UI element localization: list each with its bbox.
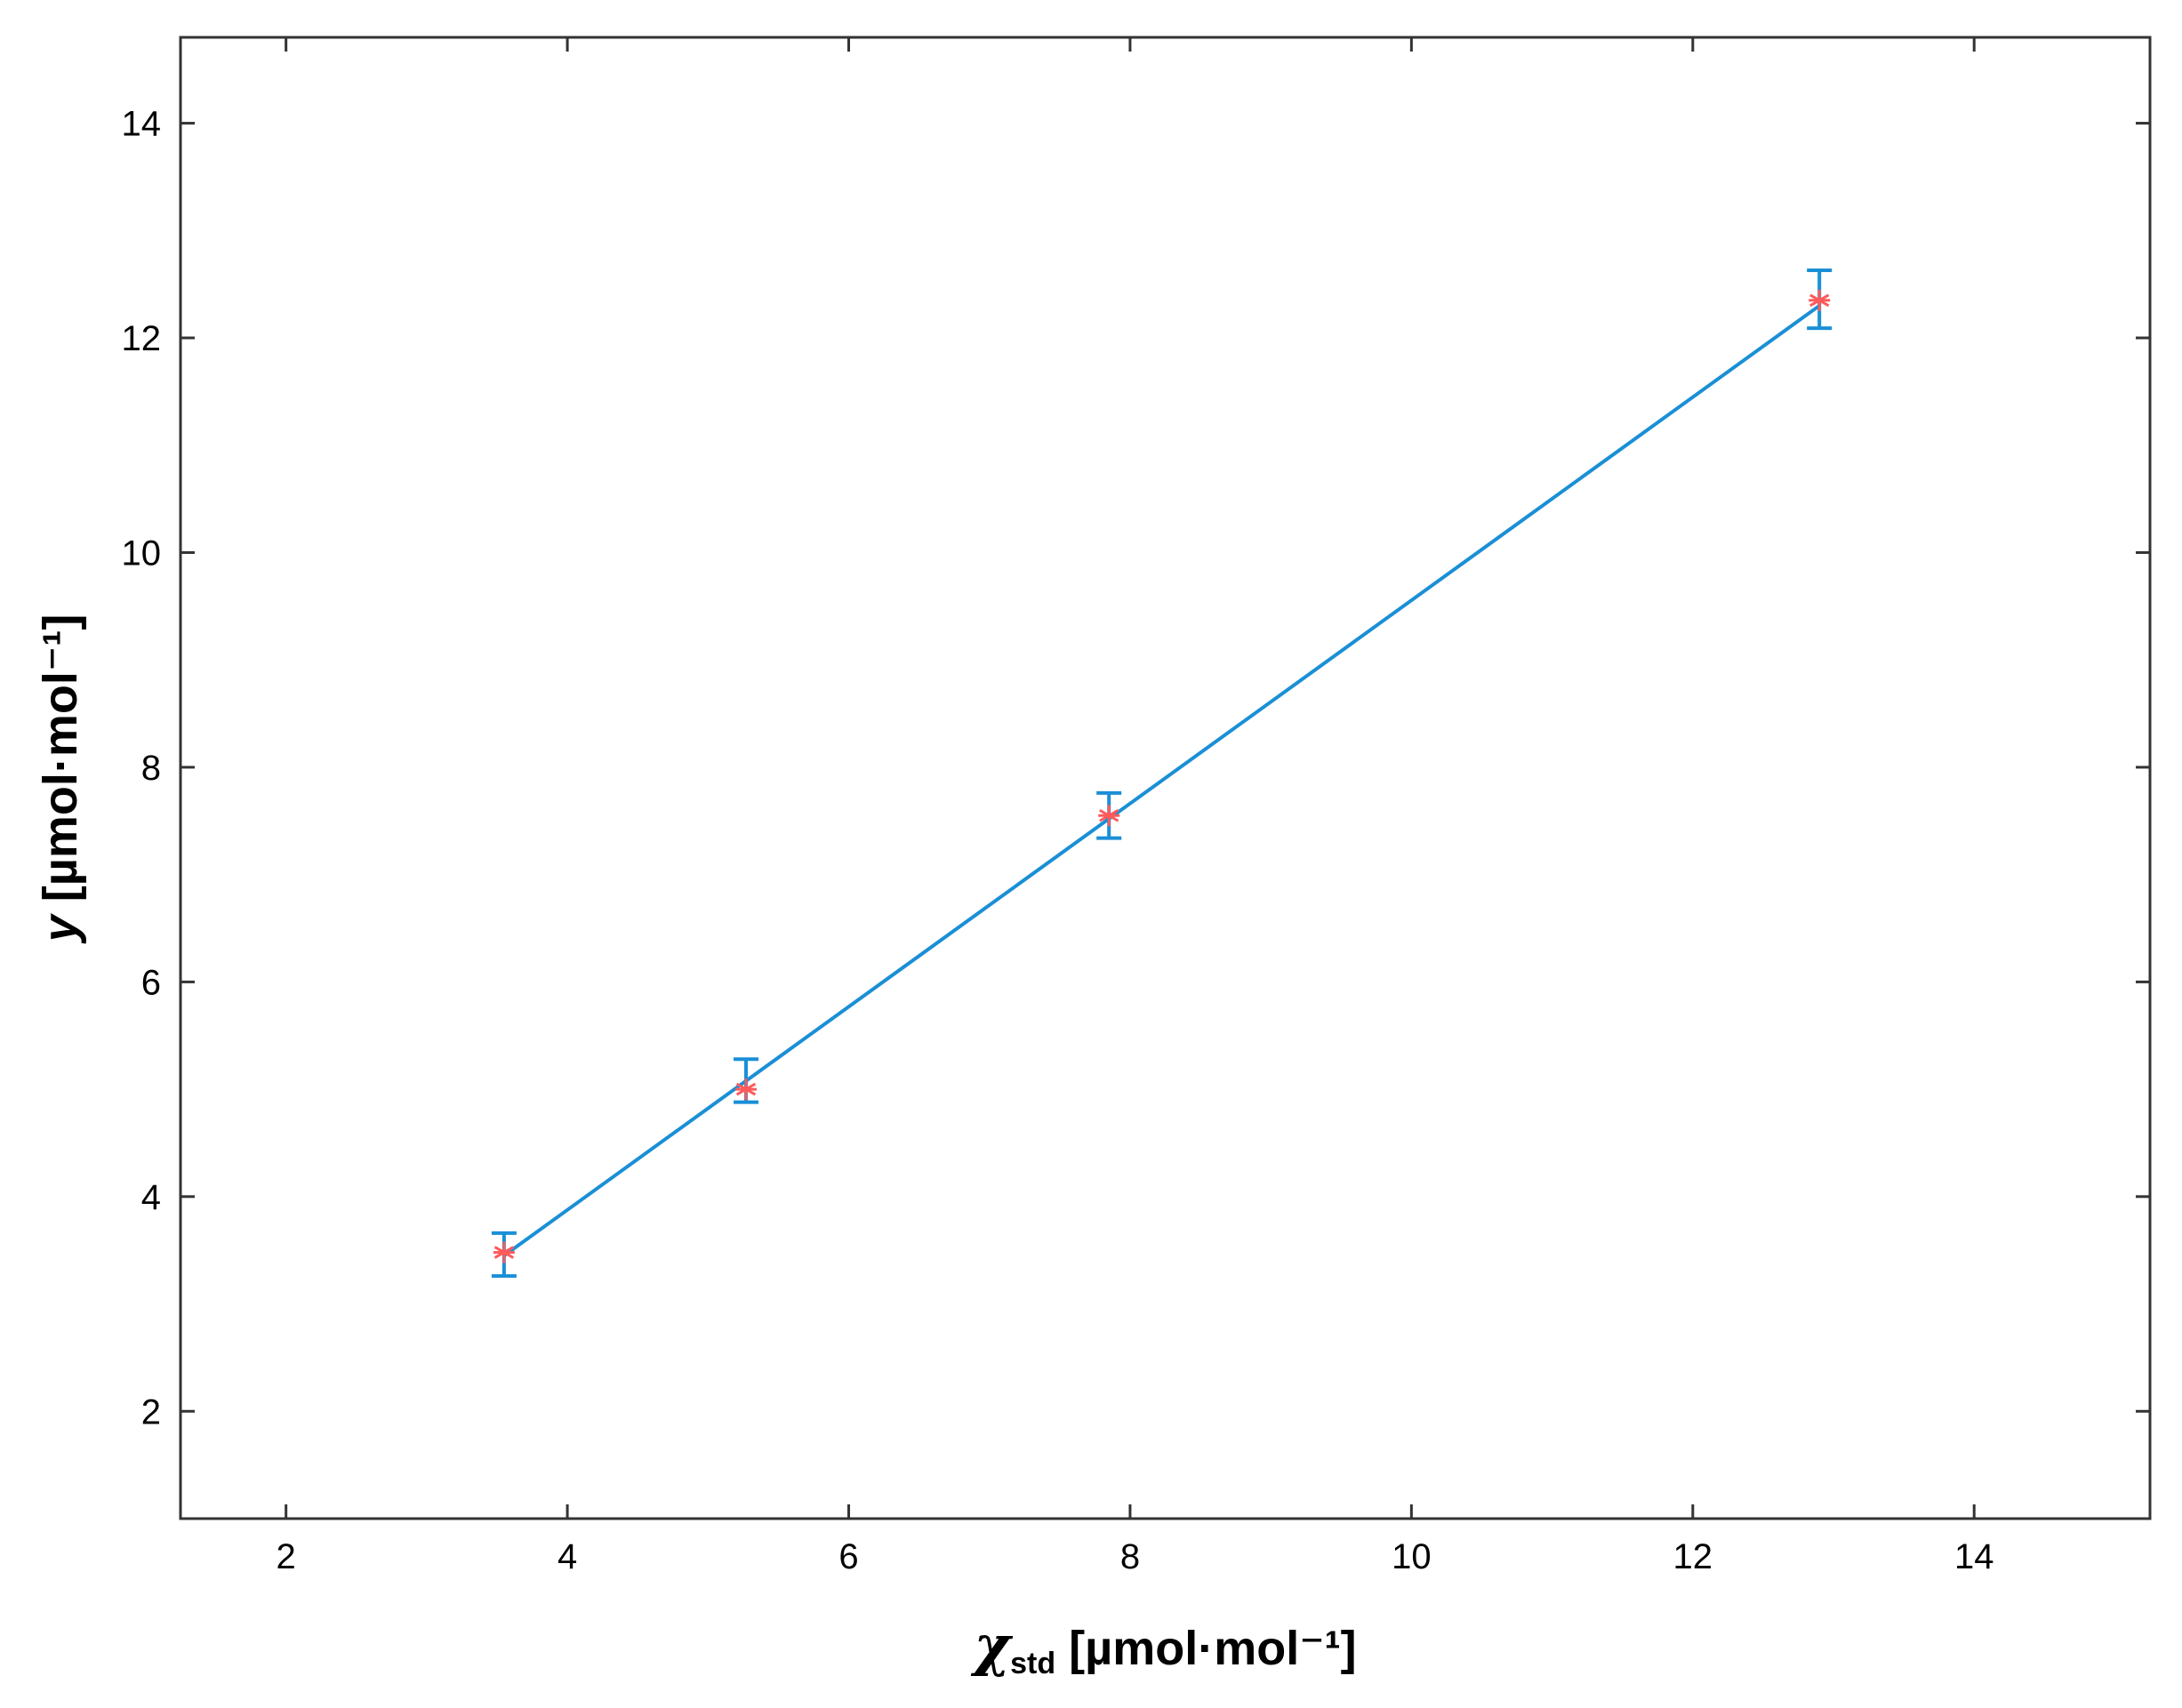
y-tick-label: 8 [141, 749, 161, 788]
plot-area-frame [179, 36, 2152, 1520]
y-tick-label: 10 [122, 533, 162, 573]
x-tick-label: 2 [277, 1537, 296, 1576]
fit-line [502, 304, 1821, 1257]
y-axis-label-unit: [µmol·mol⁻¹] [34, 614, 87, 916]
data-point-group [491, 1231, 517, 1279]
x-axis-label-unit: [µmol·mol⁻¹] [1055, 1622, 1357, 1675]
x-tick-label: 8 [1120, 1537, 1140, 1576]
y-tick-label: 12 [122, 319, 162, 358]
y-axis-label-symbol: y [34, 912, 87, 944]
x-tick-label: 6 [838, 1537, 858, 1576]
x-axis-label-subscript: std [1010, 1647, 1055, 1680]
y-tick-label: 14 [122, 105, 162, 144]
data-layer [491, 268, 1833, 1279]
x-tick-label: 4 [558, 1537, 577, 1576]
y-tick-label: 4 [141, 1178, 161, 1217]
x-tick-label: 10 [1392, 1537, 1432, 1576]
x-axis-label: χstd [µmol·mol⁻¹] [970, 1613, 1356, 1680]
x-axis-label-symbol: χ [970, 1613, 1013, 1678]
y-tick-label: 6 [141, 963, 161, 1002]
data-point-group [1096, 790, 1122, 840]
data-point-group [1807, 268, 1833, 331]
tick-layer: 2 4 6 8 10 12 14 2 4 6 8 10 12 14 [122, 37, 2150, 1576]
x-tick-label: 12 [1673, 1537, 1713, 1576]
y-axis-label: y [µmol·mol⁻¹] [34, 614, 87, 945]
data-point-group [734, 1057, 759, 1104]
x-tick-label: 14 [1954, 1537, 1994, 1576]
y-tick-label: 2 [141, 1392, 161, 1431]
